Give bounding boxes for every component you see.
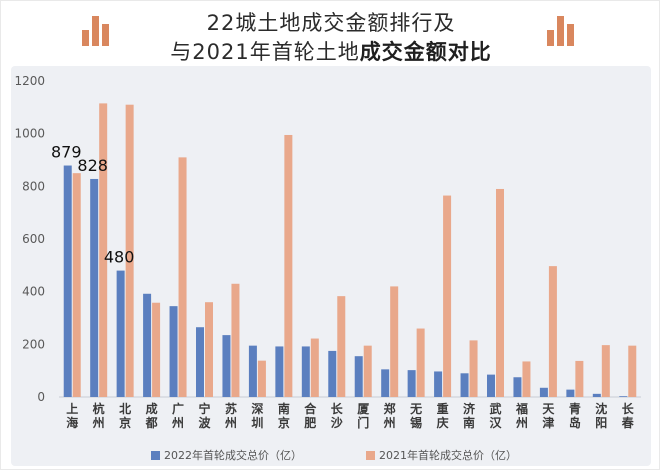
x-tick-label: 深圳 [251, 401, 263, 430]
x-tick-label: 北京 [119, 401, 131, 430]
x-tick-label: 重庆 [436, 401, 449, 430]
bar-2021 [548, 266, 557, 397]
x-tick-label: 沈阳 [595, 401, 607, 430]
bar-2022 [143, 293, 152, 397]
title-line-2-bold: 成交金额对比 [359, 40, 492, 64]
x-tick-label: 青岛 [569, 401, 581, 430]
bar-2021 [284, 134, 293, 397]
bar-2021 [416, 328, 425, 397]
y-tick-label: 1200 [14, 74, 45, 88]
data-label: 879 [51, 143, 82, 162]
bar-2021 [469, 340, 478, 397]
bar-2021 [496, 188, 504, 397]
chart-plot-area [11, 66, 651, 466]
bar-chart-logo-icon [82, 16, 109, 46]
title-line-1: 22城土地成交金额排行及 [206, 11, 456, 35]
legend-label-2021: 2021年首轮成交总价（亿） [379, 448, 517, 462]
bar-2021 [178, 157, 187, 397]
legend-swatch-2022 [151, 451, 160, 460]
x-tick-label: 合肥 [304, 401, 317, 430]
bar-2022 [434, 371, 443, 397]
bar-2022 [116, 270, 125, 397]
chart-title: 22城土地成交金额排行及 与2021年首轮土地成交金额对比 [1, 9, 660, 67]
x-tick-label: 苏州 [224, 401, 237, 430]
legend-label-2022: 2022年首轮成交总价（亿） [164, 448, 302, 462]
bar-chart-logo-icon [547, 16, 574, 46]
bar-2022 [539, 387, 548, 397]
bar-2022 [381, 369, 390, 397]
x-tick-label: 广州 [171, 401, 184, 430]
bar-2021 [99, 103, 108, 397]
bar-2022 [407, 370, 416, 397]
bar-2022 [63, 165, 72, 397]
bar-2021 [337, 296, 346, 397]
y-tick-label: 400 [22, 285, 45, 299]
bar-2021 [125, 104, 134, 397]
x-tick-label: 无锡 [409, 402, 422, 430]
bar-2021 [257, 360, 266, 397]
bar-2021 [363, 345, 372, 397]
bar-2022 [90, 178, 99, 397]
bar-2022 [354, 356, 363, 397]
bar-2022 [248, 345, 257, 397]
bar-2022 [487, 374, 495, 397]
x-tick-label: 郑州 [383, 401, 396, 430]
x-tick-label: 杭州 [92, 401, 105, 430]
x-tick-label: 宁波 [198, 401, 211, 430]
x-tick-label: 武汉 [489, 401, 502, 430]
x-tick-label: 成都 [145, 401, 158, 430]
x-tick-label: 厦门 [357, 401, 370, 430]
legend-swatch-2021 [366, 451, 375, 460]
bar-2021 [72, 173, 81, 397]
y-tick-label: 1000 [14, 127, 45, 141]
bar-2022 [169, 306, 178, 397]
x-tick-label: 天津 [542, 402, 555, 430]
bar-2021 [231, 283, 240, 397]
x-tick-label: 济南 [463, 401, 476, 430]
y-tick-label: 0 [37, 390, 45, 404]
x-tick-label: 南京 [278, 401, 290, 430]
bar-2022 [222, 335, 231, 397]
bar-2021 [601, 345, 610, 397]
bar-2022 [619, 396, 628, 397]
bar-2022 [513, 377, 522, 397]
y-tick-label: 800 [22, 179, 45, 193]
bar-2022 [592, 393, 601, 397]
x-tick-label: 长沙 [331, 401, 344, 430]
bar-2021 [522, 361, 531, 397]
y-tick-label: 600 [22, 232, 45, 246]
y-tick-label: 200 [22, 337, 45, 351]
bar-2021 [575, 360, 584, 397]
bar-2021 [152, 302, 161, 397]
bar-2022 [460, 373, 469, 397]
bar-2021 [205, 302, 213, 397]
bar-2022 [196, 327, 204, 397]
title-line-2: 与2021年首轮土地成交金额对比 [1, 38, 660, 67]
bar-2022 [328, 350, 337, 397]
bar-2022 [566, 389, 575, 397]
data-label: 828 [77, 156, 108, 175]
x-tick-label: 上海 [66, 401, 78, 430]
bar-2021 [390, 286, 399, 397]
bar-2022 [301, 346, 310, 397]
x-tick-label: 长春 [621, 401, 635, 430]
bar-2021 [628, 345, 637, 397]
bar-2021 [443, 195, 452, 397]
title-line-2-normal: 与2021年首轮土地 [170, 40, 360, 64]
bar-2022 [275, 346, 284, 397]
bar-2021 [310, 338, 319, 397]
data-label: 480 [104, 248, 135, 267]
x-tick-label: 福州 [515, 401, 528, 430]
